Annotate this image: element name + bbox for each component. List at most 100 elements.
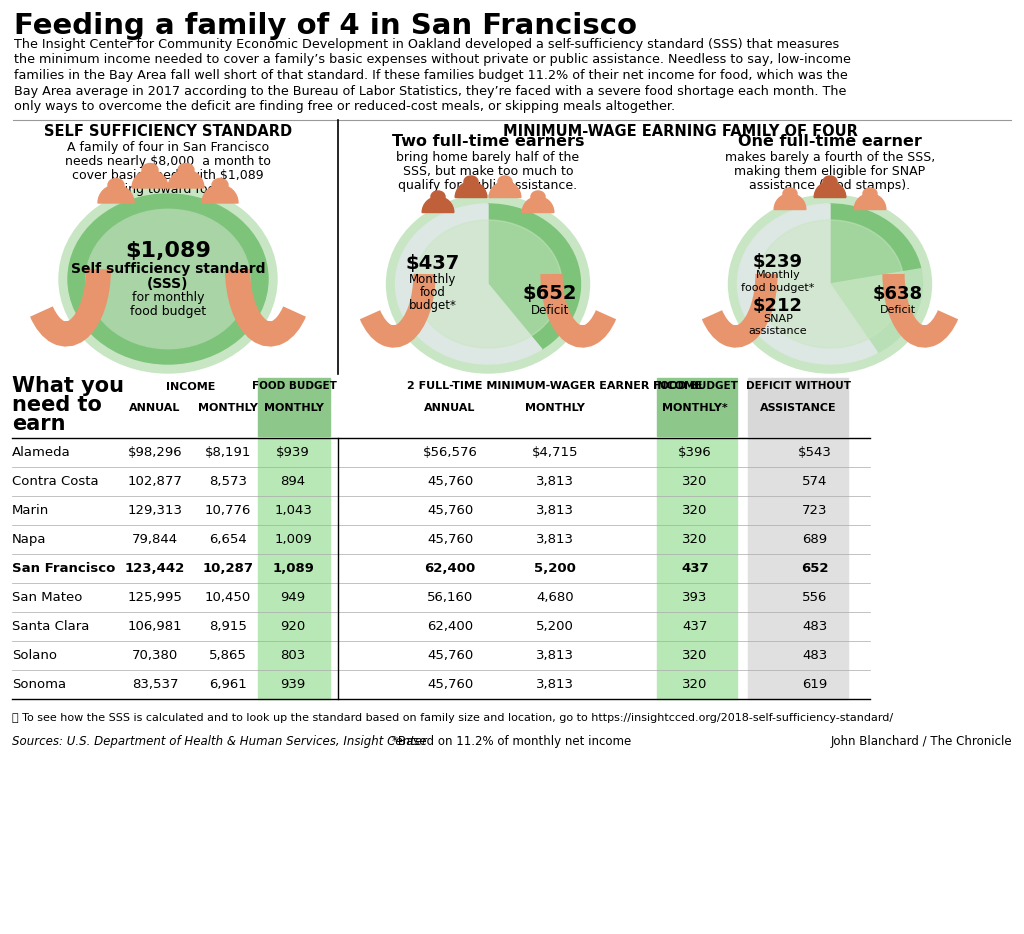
Text: 320: 320 [682, 649, 708, 662]
Text: (SSS): (SSS) [147, 277, 188, 291]
Text: 45,760: 45,760 [427, 649, 473, 662]
FancyBboxPatch shape [748, 670, 848, 699]
FancyBboxPatch shape [657, 378, 737, 436]
Text: for monthly: for monthly [132, 291, 204, 304]
FancyBboxPatch shape [657, 496, 737, 525]
Text: 1,043: 1,043 [274, 504, 312, 517]
Text: 2 FULL-TIME MINIMUM-WAGER EARNER INCOME: 2 FULL-TIME MINIMUM-WAGER EARNER INCOME [408, 381, 702, 391]
Text: $652: $652 [522, 285, 578, 304]
Text: cover basic needs with $1,089: cover basic needs with $1,089 [72, 169, 264, 182]
Text: Bay Area average in 2017 according to the Bureau of Labor Statistics, they’re fa: Bay Area average in 2017 according to th… [14, 84, 847, 97]
Text: 83,537: 83,537 [132, 678, 178, 691]
Wedge shape [202, 185, 238, 203]
Text: MINIMUM-WAGE EARNING FAMILY OF FOUR: MINIMUM-WAGE EARNING FAMILY OF FOUR [503, 124, 857, 139]
Text: 1,089: 1,089 [272, 562, 314, 575]
Text: ANNUAL: ANNUAL [424, 403, 476, 413]
Text: 106,981: 106,981 [128, 620, 182, 633]
Text: $1,089: $1,089 [125, 241, 211, 261]
Wedge shape [774, 193, 806, 209]
Text: 79,844: 79,844 [132, 533, 178, 546]
Text: 3,813: 3,813 [536, 678, 574, 691]
Text: 8,915: 8,915 [209, 620, 247, 633]
Ellipse shape [498, 176, 512, 188]
FancyBboxPatch shape [657, 525, 737, 554]
Text: 894: 894 [281, 475, 305, 488]
Text: 62,400: 62,400 [424, 562, 475, 575]
Ellipse shape [86, 209, 250, 348]
Text: 574: 574 [803, 475, 827, 488]
Text: Monthly: Monthly [756, 270, 801, 280]
Text: 123,442: 123,442 [125, 562, 185, 575]
Ellipse shape [464, 176, 478, 188]
Text: 3,813: 3,813 [536, 475, 574, 488]
Text: $98,296: $98,296 [128, 446, 182, 459]
Text: 5,865: 5,865 [209, 649, 247, 662]
Text: MONTHLY: MONTHLY [264, 403, 324, 413]
Text: 102,877: 102,877 [128, 475, 182, 488]
Text: need to: need to [12, 395, 101, 415]
Ellipse shape [386, 195, 590, 373]
Ellipse shape [783, 188, 797, 199]
Ellipse shape [728, 195, 932, 373]
Wedge shape [830, 269, 923, 353]
Text: 437: 437 [682, 620, 708, 633]
Text: Feeding a family of 4 in San Francisco: Feeding a family of 4 in San Francisco [14, 12, 637, 40]
Wedge shape [489, 182, 521, 197]
Text: 3,813: 3,813 [536, 504, 574, 517]
Ellipse shape [59, 185, 278, 373]
Wedge shape [737, 204, 878, 364]
Text: MONTHLY*: MONTHLY* [663, 403, 728, 413]
FancyBboxPatch shape [748, 438, 848, 467]
FancyBboxPatch shape [748, 612, 848, 641]
Text: 437: 437 [681, 562, 709, 575]
Text: San Mateo: San Mateo [12, 591, 82, 604]
Text: SNAP: SNAP [763, 314, 793, 324]
Text: Solano: Solano [12, 649, 57, 662]
FancyBboxPatch shape [657, 467, 737, 496]
Wedge shape [98, 185, 134, 203]
FancyBboxPatch shape [748, 554, 848, 583]
Text: The Insight Center for Community Economic Development in Oakland developed a sel: The Insight Center for Community Economi… [14, 38, 840, 51]
Text: SELF SUFFICIENCY STANDARD: SELF SUFFICIENCY STANDARD [44, 124, 292, 139]
Text: $437: $437 [406, 254, 460, 274]
Text: 62,400: 62,400 [427, 620, 473, 633]
Wedge shape [854, 193, 886, 209]
Text: What you: What you [12, 376, 124, 396]
Text: 939: 939 [281, 678, 305, 691]
Text: Self sufficiency standard: Self sufficiency standard [71, 262, 265, 276]
Ellipse shape [178, 163, 194, 177]
Text: food: food [420, 286, 445, 299]
Text: DEFICIT WITHOUT: DEFICIT WITHOUT [745, 381, 851, 391]
Text: 619: 619 [803, 678, 827, 691]
Text: 393: 393 [682, 591, 708, 604]
Text: INCOME: INCOME [166, 382, 216, 392]
Text: 5,200: 5,200 [536, 620, 573, 633]
Ellipse shape [68, 194, 268, 364]
Text: 483: 483 [803, 649, 827, 662]
Text: Monthly: Monthly [410, 273, 457, 286]
Text: 320: 320 [682, 475, 708, 488]
Text: Napa: Napa [12, 533, 46, 546]
Text: 10,450: 10,450 [205, 591, 251, 604]
Text: 8,573: 8,573 [209, 475, 247, 488]
Text: San Francisco: San Francisco [12, 562, 116, 575]
Text: Deficit: Deficit [530, 304, 569, 317]
Text: ASSISTANCE: ASSISTANCE [760, 403, 837, 413]
Text: FOOD BUDGET: FOOD BUDGET [652, 381, 737, 391]
Text: 1,009: 1,009 [274, 533, 312, 546]
Text: makes barely a fourth of the SSS,: makes barely a fourth of the SSS, [725, 151, 935, 164]
FancyBboxPatch shape [748, 583, 848, 612]
Ellipse shape [414, 220, 562, 348]
Text: SSS, but make too much to: SSS, but make too much to [402, 165, 573, 178]
FancyBboxPatch shape [258, 525, 330, 554]
Text: A family of four in San Francisco: A family of four in San Francisco [67, 141, 269, 154]
Text: assistance (food stamps).: assistance (food stamps). [750, 179, 910, 192]
Ellipse shape [823, 176, 837, 188]
Ellipse shape [142, 163, 158, 177]
FancyBboxPatch shape [258, 583, 330, 612]
FancyBboxPatch shape [748, 641, 848, 670]
FancyBboxPatch shape [657, 641, 737, 670]
Text: 125,995: 125,995 [128, 591, 182, 604]
FancyBboxPatch shape [748, 467, 848, 496]
Text: FOOD BUDGET: FOOD BUDGET [252, 381, 337, 391]
